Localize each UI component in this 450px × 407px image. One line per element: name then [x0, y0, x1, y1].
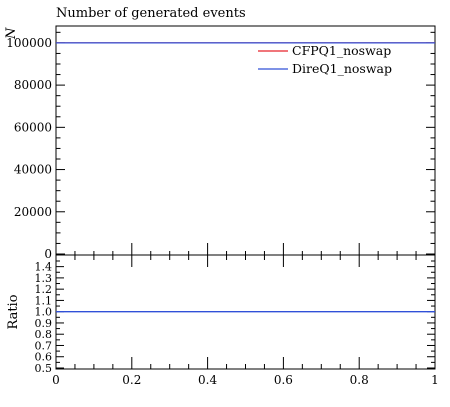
y-tick-label-ratio: 0.7 [35, 339, 53, 352]
y-tick-label-ratio: 1.2 [35, 283, 53, 296]
chart-title: Number of generated events [56, 6, 246, 21]
y-tick-label-ratio: 0.8 [35, 328, 53, 341]
y-tick-label-main: 0 [44, 247, 52, 261]
y-tick-label-main: 60000 [14, 120, 52, 134]
y-axis-label-ratio: Ratio [6, 294, 21, 329]
y-tick-label-ratio: 0.6 [35, 351, 53, 364]
y-axis-label-main: N [4, 27, 19, 40]
ratio-panel: 0.50.60.70.80.91.01.11.21.31.40 0.2 0.4 0.6… [35, 254, 439, 387]
y-tick-label-main: 40000 [14, 163, 52, 177]
x-tick-label: 0.8 [350, 373, 369, 387]
x-tick-label: 0.4 [198, 373, 217, 387]
legend: CFPQ1_noswap DireQ1_noswap [258, 43, 392, 76]
legend-label-2: DireQ1_noswap [292, 61, 392, 76]
y-tick-label-main: 100000 [6, 36, 52, 50]
y-tick-label-ratio: 1.3 [35, 272, 53, 285]
y-tick-label-ratio: 0.9 [35, 317, 53, 330]
y-tick-label-ratio: 1.4 [35, 261, 53, 274]
x-tick-label: 0 [52, 373, 60, 387]
x-tick-label: 1 [431, 373, 439, 387]
x-tick-label: 0.6 [274, 373, 293, 387]
x-tick-label: 0.2 [122, 373, 141, 387]
y-tick-label-main: 80000 [14, 78, 52, 92]
y-tick-label-main: 20000 [14, 205, 52, 219]
y-tick-label-ratio: 1.1 [35, 294, 53, 307]
y-tick-label-ratio: 0.5 [35, 362, 53, 375]
main-panel: 0 20000 40000 60000 80000 100000 [6, 25, 436, 261]
legend-label-1: CFPQ1_noswap [292, 43, 391, 58]
y-tick-label-ratio: 1.0 [35, 306, 53, 319]
